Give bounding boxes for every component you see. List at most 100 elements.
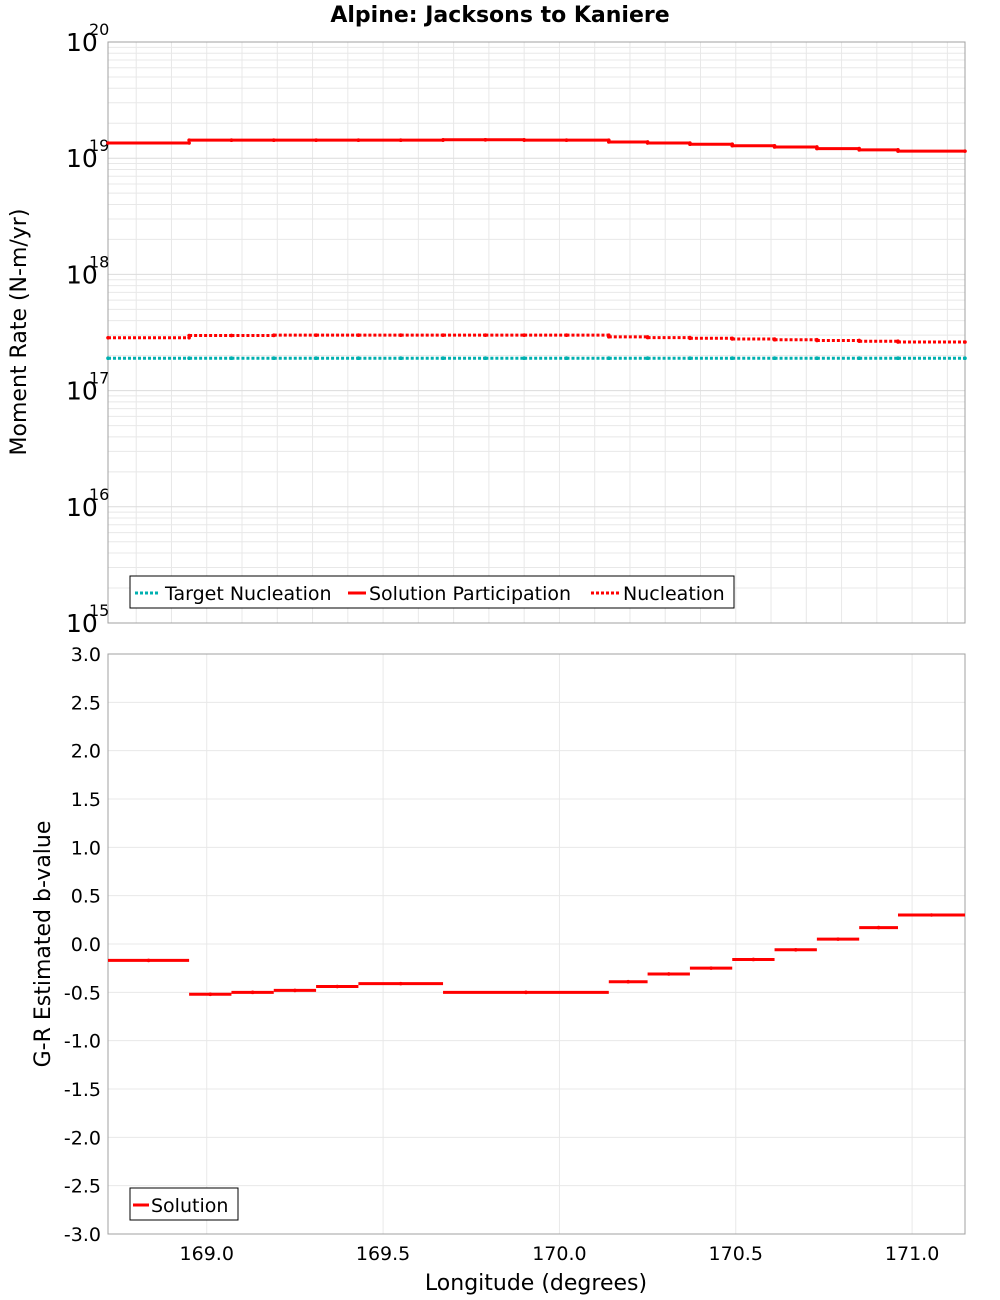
- x-tick-label: 170.0: [532, 1243, 586, 1265]
- b-value-y-ticks: 3.0 2.5 2.0 1.5 1.0 0.5 0.0 -0.5 -1.0 -1.5 -2.0 -2.…: [64, 644, 101, 1246]
- data-point: [606, 335, 611, 339]
- data-point: [398, 333, 403, 337]
- y-tick-label: -2.0: [64, 1127, 101, 1149]
- moment-rate-plot-frame: [107, 41, 966, 624]
- y-tick-label-base: 10: [66, 28, 98, 57]
- data-point: [187, 141, 191, 145]
- data-point: [564, 333, 569, 337]
- b-value-plot-frame: [107, 653, 966, 1235]
- data-point: [187, 333, 191, 338]
- data-point: [564, 356, 569, 361]
- data-point: [963, 149, 967, 153]
- y-tick-label-exponent: 18: [89, 252, 109, 271]
- y-tick-label: 3.0: [71, 644, 101, 666]
- data-point: [356, 138, 361, 142]
- data-point: [564, 138, 569, 142]
- data-point: [441, 333, 445, 337]
- b-value-point: [293, 988, 297, 993]
- moment-rate-legend: Target Nucleation Solution Participation…: [129, 575, 735, 609]
- y-tick-label-base: 10: [66, 493, 98, 522]
- b-value-legend: Solution: [129, 1187, 239, 1221]
- data-point: [187, 138, 191, 142]
- b-value-point: [398, 981, 403, 986]
- y-tick-label: 0.0: [71, 934, 101, 956]
- b-value-point: [793, 948, 798, 952]
- x-tick-label: 170.5: [709, 1243, 763, 1265]
- b-value-point: [146, 958, 151, 963]
- y-tick-label-exponent: 16: [89, 485, 109, 504]
- data-point: [398, 356, 403, 361]
- legend-nucleation-label: Nucleation: [623, 583, 725, 605]
- data-point: [645, 356, 650, 361]
- y-tick-label: -2.5: [64, 1176, 101, 1198]
- x-tick-label: 171.0: [885, 1243, 939, 1265]
- b-value-point: [751, 957, 756, 962]
- b-value-series: [108, 913, 965, 997]
- data-point: [857, 339, 861, 344]
- b-value-point: [666, 972, 671, 976]
- data-point: [815, 146, 819, 151]
- y-tick-label-exponent: 19: [89, 136, 109, 155]
- moment-rate-series: [106, 137, 967, 361]
- data-point: [441, 137, 445, 142]
- y-tick-label: 1.0: [71, 837, 101, 859]
- y-tick-label-base: 10: [66, 144, 98, 173]
- data-point: [772, 145, 777, 149]
- data-point: [356, 333, 361, 337]
- b-value-y-axis-label: G-R Estimated b-value: [31, 821, 56, 1068]
- data-point: [815, 356, 819, 361]
- data-point: [688, 356, 692, 361]
- data-point: [963, 356, 967, 361]
- data-point: [229, 333, 234, 338]
- y-tick-label-exponent: 17: [89, 369, 109, 388]
- data-point: [271, 333, 276, 337]
- legend-solution-label: Solution: [151, 1195, 228, 1217]
- b-value-point: [208, 992, 213, 997]
- y-tick-label: 2.0: [71, 741, 101, 763]
- data-point: [522, 333, 526, 337]
- data-point: [106, 141, 110, 145]
- x-axis-ticks: 169.0 169.5 170.0 170.5 171.0: [180, 1243, 940, 1265]
- data-point: [229, 356, 234, 361]
- data-point: [772, 337, 777, 342]
- data-point: [314, 138, 318, 142]
- data-point: [730, 143, 735, 148]
- series-solution-participation: [106, 137, 967, 153]
- b-value-point: [335, 984, 340, 989]
- data-point: [314, 333, 318, 337]
- data-point: [688, 336, 692, 341]
- series-nucleation: [106, 333, 967, 344]
- data-point: [896, 149, 900, 153]
- b-value-panel: 3.0 2.5 2.0 1.5 1.0 0.5 0.0 -0.5 -1.0 -1.5 -2.0 -2.…: [31, 644, 966, 1296]
- y-tick-label: -0.5: [64, 982, 101, 1004]
- data-point: [271, 138, 276, 142]
- data-point: [106, 356, 110, 361]
- data-point: [356, 356, 361, 361]
- data-point: [815, 338, 819, 343]
- data-point: [688, 142, 692, 146]
- b-value-point: [626, 979, 630, 984]
- y-tick-label-exponent: 15: [89, 601, 109, 620]
- series-target-nucleation: [106, 356, 967, 361]
- moment-rate-y-axis-label: Moment Rate (N-m/yr): [7, 209, 32, 456]
- data-point: [483, 137, 488, 142]
- y-tick-label: -1.0: [64, 1031, 101, 1053]
- y-tick-label-base: 10: [66, 609, 98, 638]
- b-value-grid: [108, 653, 965, 1235]
- y-tick-label: 1.5: [71, 789, 101, 811]
- y-tick-label: 2.5: [71, 692, 101, 714]
- moment-rate-grid: [108, 42, 965, 624]
- legend-solution-participation-label: Solution Participation: [369, 583, 571, 605]
- b-value-point: [929, 913, 934, 917]
- b-value-point: [524, 990, 528, 995]
- x-tick-label: 169.0: [180, 1243, 234, 1265]
- data-point: [187, 356, 191, 361]
- y-tick-label: 0.5: [71, 886, 101, 908]
- data-point: [314, 356, 318, 361]
- x-tick-label: 169.5: [356, 1243, 410, 1265]
- data-point: [645, 141, 650, 145]
- data-point: [271, 356, 276, 361]
- y-tick-label-base: 10: [66, 377, 98, 406]
